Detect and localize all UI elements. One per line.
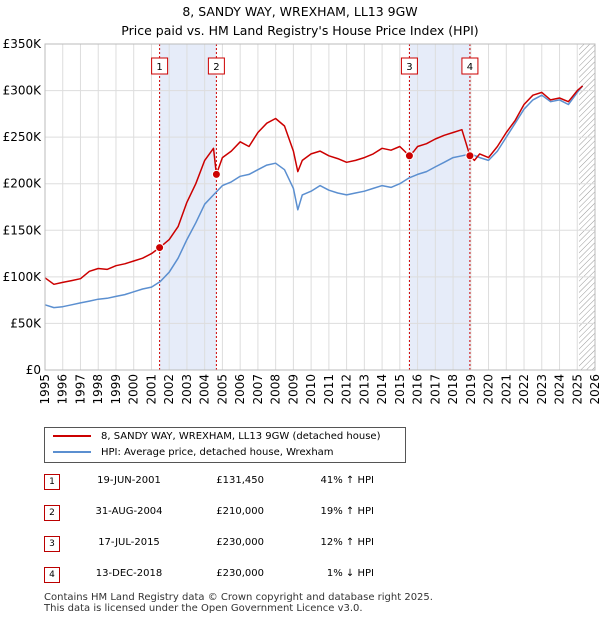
sale-point bbox=[211, 169, 221, 179]
x-tick-label: 2001 bbox=[144, 374, 158, 405]
x-tick-label: 2026 bbox=[588, 374, 600, 405]
x-tick-label: 1998 bbox=[91, 374, 105, 405]
sale-point bbox=[155, 243, 165, 253]
sale-date: 13-DEC-2018 bbox=[95, 568, 163, 579]
x-tick-label: 2002 bbox=[162, 374, 176, 405]
x-tick-label: 2019 bbox=[464, 374, 478, 405]
x-tick-label: 1995 bbox=[38, 374, 52, 405]
footer-licence: This data is licensed under the Open Gov… bbox=[44, 603, 363, 614]
chart-title: 8, SANDY WAY, WREXHAM, LL13 9GW Price pa… bbox=[0, 2, 600, 40]
sale-price: £210,000 bbox=[216, 506, 264, 517]
sale-hpi-change: 41% ↑ HPI bbox=[320, 475, 374, 486]
x-tick-label: 2023 bbox=[535, 374, 549, 405]
x-tick-label: 2018 bbox=[446, 374, 460, 405]
y-tick-label: £350K bbox=[3, 37, 43, 51]
x-tick-label: 2014 bbox=[375, 374, 389, 405]
x-tick-label: 2000 bbox=[127, 374, 141, 405]
x-tick-label: 2021 bbox=[499, 374, 513, 405]
sale-number-badge: 4 bbox=[44, 567, 60, 583]
forecast-region bbox=[579, 44, 595, 370]
x-tick-label: 2013 bbox=[357, 374, 371, 405]
y-tick-label: £250K bbox=[3, 130, 43, 144]
footer-copyright: Contains HM Land Registry data © Crown c… bbox=[44, 592, 433, 603]
x-tick-label: 2012 bbox=[340, 374, 354, 405]
sale-marker-box bbox=[207, 57, 225, 75]
x-tick-label: 1996 bbox=[56, 374, 70, 405]
x-tick-label: 2009 bbox=[286, 374, 300, 405]
sale-hpi-change: 19% ↑ HPI bbox=[320, 506, 374, 517]
title-line-2: Price paid vs. HM Land Registry's House … bbox=[121, 23, 479, 38]
title-line-1: 8, SANDY WAY, WREXHAM, LL13 9GW bbox=[182, 4, 418, 19]
x-tick-label: 2017 bbox=[428, 374, 442, 405]
sale-marker-box bbox=[151, 57, 169, 75]
sale-marker-label: 3 bbox=[406, 62, 412, 73]
sale-price: £131,450 bbox=[216, 475, 264, 486]
sale-marker-label: 4 bbox=[467, 62, 473, 73]
x-tick-label: 2011 bbox=[322, 374, 336, 405]
x-tick-label: 2020 bbox=[482, 374, 496, 405]
sale-date: 19-JUN-2001 bbox=[97, 475, 161, 486]
sale-marker-label: 1 bbox=[156, 62, 162, 73]
x-tick-label: 2024 bbox=[553, 374, 567, 405]
x-tick-label: 1997 bbox=[73, 374, 87, 405]
y-tick-label: £200K bbox=[3, 177, 43, 191]
plot-frame bbox=[44, 43, 596, 371]
shaded-period bbox=[159, 44, 217, 370]
y-tick-label: £100K bbox=[3, 270, 43, 284]
x-tick-label: 2003 bbox=[180, 374, 194, 405]
y-tick-label: £50K bbox=[10, 316, 42, 330]
x-tick-label: 2006 bbox=[233, 374, 247, 405]
x-tick-label: 2004 bbox=[198, 374, 212, 405]
sale-number-badge: 2 bbox=[44, 505, 60, 521]
sale-number-badge: 3 bbox=[44, 536, 60, 552]
sale-marker-box bbox=[400, 57, 418, 75]
price-chart: £0 £50K £100K £150K £200K £250K £300K £350K 1995… bbox=[3, 37, 600, 405]
sale-point bbox=[404, 151, 414, 161]
sale-hpi-change: 12% ↑ HPI bbox=[320, 537, 374, 548]
sale-date: 31-AUG-2004 bbox=[95, 506, 163, 517]
y-tick-label: £300K bbox=[3, 84, 43, 98]
sale-row: 4 13-DEC-2018 £230,000 1% ↓ HPI bbox=[44, 567, 384, 583]
chart-legend: 8, SANDY WAY, WREXHAM, LL13 9GW (detache… bbox=[44, 427, 406, 463]
x-tick-label: 2016 bbox=[411, 374, 425, 405]
sale-hpi-change: 1% ↓ HPI bbox=[326, 568, 374, 579]
sale-row: 2 31-AUG-2004 £210,000 19% ↑ HPI bbox=[44, 505, 384, 521]
shaded-period bbox=[409, 44, 470, 370]
sale-price: £230,000 bbox=[216, 537, 264, 548]
x-tick-label: 2008 bbox=[269, 374, 283, 405]
sale-row: 1 19-JUN-2001 £131,450 41% ↑ HPI bbox=[44, 474, 384, 490]
x-tick-label: 2015 bbox=[393, 374, 407, 405]
y-tick-label: £150K bbox=[3, 223, 43, 237]
sale-price: £230,000 bbox=[216, 568, 264, 579]
legend-swatch-hpi bbox=[53, 451, 91, 453]
hpi-series-line bbox=[44, 85, 584, 309]
x-tick-label: 1999 bbox=[109, 374, 123, 405]
x-tick-label: 2025 bbox=[570, 374, 584, 405]
plot-area bbox=[45, 44, 595, 370]
sale-marker-label: 2 bbox=[213, 62, 219, 73]
x-tick-label: 2005 bbox=[215, 374, 229, 405]
sale-point bbox=[465, 151, 475, 161]
x-tick-label: 2010 bbox=[304, 374, 318, 405]
legend-swatch-property bbox=[53, 435, 91, 437]
legend-label-hpi: HPI: Average price, detached house, Wrex… bbox=[101, 447, 334, 458]
x-tick-label: 2007 bbox=[251, 374, 265, 405]
legend-item-hpi: HPI: Average price, detached house, Wrex… bbox=[53, 446, 334, 460]
property-series-line bbox=[44, 85, 584, 286]
y-tick-label: £0 bbox=[26, 363, 41, 377]
sale-row: 3 17-JUL-2015 £230,000 12% ↑ HPI bbox=[44, 536, 384, 552]
sale-marker-box bbox=[461, 57, 479, 75]
sale-number-badge: 1 bbox=[44, 474, 60, 490]
legend-item-property: 8, SANDY WAY, WREXHAM, LL13 9GW (detache… bbox=[53, 430, 380, 444]
footer-attribution: Contains HM Land Registry data © Crown c… bbox=[44, 592, 433, 614]
legend-label-property: 8, SANDY WAY, WREXHAM, LL13 9GW (detache… bbox=[101, 431, 381, 442]
sale-date: 17-JUL-2015 bbox=[98, 537, 160, 548]
x-tick-label: 2022 bbox=[517, 374, 531, 405]
